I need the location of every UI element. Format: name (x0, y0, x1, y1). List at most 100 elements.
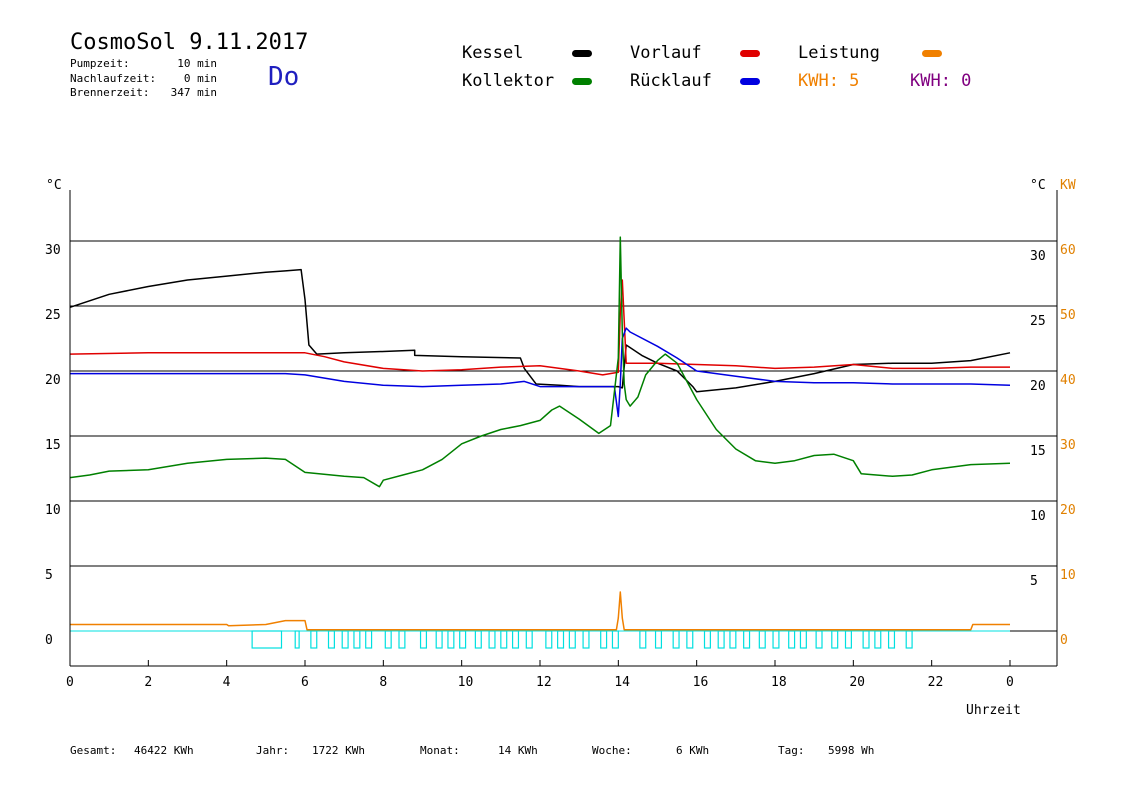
series-layer (69, 236, 1011, 631)
pump-interval-16 (511, 630, 520, 649)
y-right-tick-label-5: 5 (1030, 574, 1038, 589)
kw-tick-label-10: 10 (1060, 568, 1076, 583)
pump-interval-41 (887, 630, 896, 649)
total-jahr-label: Jahr: (256, 744, 290, 757)
series-kollektor-line (69, 236, 1011, 488)
pump-interval-3 (327, 630, 335, 649)
pump-interval-9 (419, 630, 428, 649)
total-gesamt-value: 46422 KWh (134, 744, 194, 757)
y-tick-label-20: 20 (45, 373, 61, 388)
pump-interval-32 (758, 630, 766, 649)
y-right-tick-label-25: 25 (1030, 314, 1046, 329)
legend-kessel-label: Kessel (462, 43, 524, 63)
pump-interval-28 (703, 630, 711, 649)
x-tick-label-7: 14 (614, 675, 630, 690)
kw-tick-label-20: 20 (1060, 503, 1076, 518)
legend-leistung-swatch (922, 50, 942, 57)
pump-layer (70, 630, 1010, 649)
pump-interval-14 (488, 630, 496, 649)
pump-interval-2 (310, 630, 318, 649)
legend-kessel-swatch (572, 50, 592, 57)
legend-vorlauf-label: Vorlauf (630, 43, 702, 63)
pump-interval-40 (874, 630, 882, 649)
legend-kollektor-label: Kollektor (462, 71, 555, 91)
pump-interval-33 (772, 630, 780, 649)
pump-interval-30 (729, 630, 737, 649)
x-tick-label-11: 22 (928, 675, 944, 690)
x-tick-label-2: 4 (223, 675, 231, 690)
pump-interval-31 (743, 630, 751, 649)
pump-interval-27 (686, 630, 694, 649)
x-axis-label: Uhrzeit (966, 703, 1021, 718)
x-tick-label-9: 18 (771, 675, 787, 690)
y-tick-label-30: 30 (45, 243, 61, 258)
kw-tick-label-50: 50 (1060, 308, 1076, 323)
pump-interval-20 (568, 630, 576, 649)
y-axis-label-left: °C (46, 178, 62, 193)
kw-tick-label-0: 0 (1060, 633, 1068, 648)
y-tick-label-25: 25 (45, 308, 61, 323)
pump-interval-25 (654, 630, 663, 649)
x-tick-label-10: 20 (849, 675, 865, 690)
pump-interval-7 (384, 630, 392, 649)
y-right-tick-label-20: 20 (1030, 379, 1046, 394)
pump-interval-12 (459, 630, 467, 649)
stat-label-pumpzeit: Pumpzeit: (70, 57, 130, 70)
pump-interval-21 (582, 630, 590, 649)
weekday-label: Do (268, 62, 300, 92)
pump-interval-35 (799, 630, 807, 649)
pump-interval-38 (844, 630, 852, 649)
pump-interval-36 (815, 630, 823, 649)
series-leistung-line (70, 591, 1010, 631)
pump-interval-11 (447, 630, 455, 649)
x-tick-label-1: 2 (144, 675, 152, 690)
pump-interval-24 (639, 630, 647, 649)
pump-interval-4 (341, 630, 349, 649)
legend-leistung-label: Leistung (798, 43, 880, 63)
pump-interval-6 (365, 630, 373, 649)
chart-title: CosmoSol 9.11.2017 (70, 30, 309, 55)
x-tick-label-8: 16 (693, 675, 709, 690)
x-tick-label-6: 12 (536, 675, 552, 690)
pump-interval-10 (435, 630, 443, 649)
total-woche-value: 6 KWh (676, 744, 710, 757)
series-vorlauf-line (69, 279, 1010, 376)
pump-interval-1 (294, 630, 300, 649)
x-tick-label-5: 10 (458, 675, 474, 690)
kw-tick-label-30: 30 (1060, 438, 1076, 453)
total-jahr-value: 1722 KWh (312, 744, 365, 757)
x-tick-label-4: 8 (379, 675, 387, 690)
y-tick-label-0: 0 (45, 633, 53, 648)
pump-interval-29 (717, 630, 725, 649)
y-tick-label-15: 15 (45, 438, 61, 453)
pump-interval-13 (474, 630, 482, 649)
pump-interval-15 (500, 630, 508, 649)
pump-interval-0 (251, 630, 283, 649)
pump-interval-17 (525, 630, 533, 649)
legend-ruecklauf-swatch (740, 78, 760, 85)
pump-interval-19 (557, 630, 565, 649)
stat-label-brennerzeit: Brennerzeit: (70, 86, 150, 99)
total-tag-label: Tag: (778, 744, 805, 757)
pump-interval-18 (545, 630, 553, 649)
grid-layer (70, 240, 1057, 632)
series-ruecklauf-line (70, 327, 1011, 418)
stat-value-brennerzeit: 347 min (170, 86, 217, 99)
legend-ruecklauf-label: Rücklauf (630, 71, 712, 91)
y-axis-label-kw: KW (1060, 178, 1076, 193)
y-right-tick-label-10: 10 (1030, 509, 1046, 524)
y-tick-label-10: 10 (45, 503, 61, 518)
legend-kwh-orange: KWH: 5 (798, 71, 860, 91)
y-axis-label-right: °C (1030, 178, 1046, 193)
y-right-tick-label-30: 30 (1030, 249, 1046, 264)
legend-kollektor-swatch (572, 78, 592, 85)
x-tick-label-0: 0 (66, 675, 74, 690)
legend-vorlauf-swatch (740, 50, 760, 57)
total-monat-value: 14 KWh (498, 744, 538, 757)
pump-interval-26 (672, 630, 680, 649)
pump-interval-5 (353, 630, 361, 649)
legend-kwh-purple: KWH: 0 (910, 71, 972, 91)
kw-tick-label-60: 60 (1060, 243, 1076, 258)
